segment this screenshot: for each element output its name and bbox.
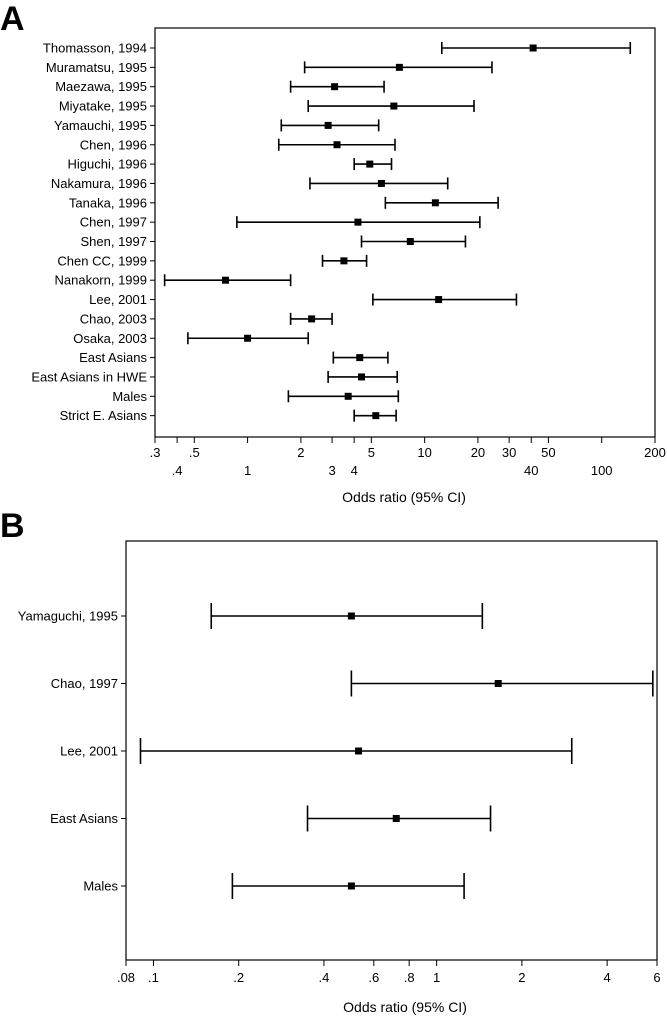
- panel-b-point-estimate: [347, 882, 355, 890]
- panel-b-point-estimate: [392, 815, 400, 822]
- panel-a-study-label: Nanakorn, 1999: [54, 273, 147, 288]
- panel-b-study-label: Males: [83, 879, 118, 894]
- panel-b-study-label: East Asians: [50, 811, 118, 826]
- panel-a-point-estimate: [221, 276, 229, 284]
- panel-a-study-label: Maezawa, 1995: [55, 79, 147, 94]
- panel-a-x-tick-label: 1: [244, 463, 251, 478]
- panel-a-point-estimate: [344, 392, 352, 400]
- panel-a-study-label: Tanaka, 1996: [69, 195, 147, 210]
- panel-a-point-estimate: [390, 102, 398, 110]
- panel-a-x-tick-label: 10: [417, 445, 431, 460]
- panel-a-x-tick-label: 20: [471, 445, 485, 460]
- panel-a-x-axis-title: Odds ratio (95% CI): [342, 489, 466, 505]
- panel-a-point-estimate: [308, 315, 316, 323]
- panel-b-x-tick-label: 4: [604, 970, 611, 985]
- panel-a-study-label: East Asians: [79, 350, 147, 365]
- panel-b-forest-plot: Yamaguchi, 1995 Chao, 1997 Lee, 2001 East A…: [18, 540, 661, 985]
- panel-b-x-tick-label: .08: [117, 970, 135, 985]
- panel-a-study-label: Chao, 2003: [80, 311, 147, 326]
- panel-a-point-estimate: [366, 160, 374, 168]
- panel-a-point-estimate: [372, 412, 380, 420]
- panel-a-point-estimate: [333, 141, 341, 149]
- panel-a-point-estimate: [431, 199, 439, 207]
- panel-b-point-estimate: [494, 680, 502, 687]
- panel-b-x-tick-label: .8: [404, 970, 415, 985]
- panel-a-study-label: Higuchi, 1996: [68, 157, 148, 172]
- panel-a-point-estimate: [358, 373, 366, 381]
- panel-a-point-estimate: [435, 296, 443, 304]
- panel-a-study-label: East Asians in HWE: [31, 369, 147, 384]
- panel-a-point-estimate: [395, 63, 403, 71]
- panel-a-forest-plot: Thomasson, 1994 Muramatsu, 1995 Maezawa, 1…: [31, 27, 666, 478]
- panel-a-study-label: Chen, 1996: [80, 137, 147, 152]
- panel-b-label: B: [0, 507, 25, 545]
- panel-b-point-estimate: [355, 747, 363, 755]
- panel-a-study-label: Lee, 2001: [89, 292, 147, 307]
- panel-a-point-estimate: [244, 334, 252, 342]
- panel-a-x-tick-label: 30: [502, 445, 516, 460]
- panel-a-study-label: Strict E. Asians: [60, 408, 148, 423]
- panel-b-x-tick-label: 2: [518, 970, 525, 985]
- panel-a-study-label: Osaka, 2003: [73, 331, 147, 346]
- panel-a-point-estimate: [324, 121, 332, 129]
- panel-b-x-tick-label: 1: [433, 970, 440, 985]
- panel-b-study-label: Lee, 2001: [60, 744, 118, 759]
- panel-a-x-tick-label: .3: [150, 445, 161, 460]
- panel-a-x-tick-label: 40: [524, 463, 538, 478]
- panel-a-x-tick-label: 2: [297, 445, 304, 460]
- panel-b-study-label: Chao, 1997: [51, 676, 118, 691]
- panel-a-plot-frame: [154, 27, 656, 438]
- panel-b-x-tick-label: .4: [319, 970, 330, 985]
- panel-a-point-estimate: [377, 179, 385, 187]
- panel-a-study-label: Chen, 1997: [80, 215, 147, 230]
- panel-b-x-tick-label: .1: [148, 970, 159, 985]
- panel-b-x-tick-label: .6: [368, 970, 379, 985]
- panel-a-study-label: Shen, 1997: [80, 234, 147, 249]
- panel-b-study-label: Yamaguchi, 1995: [18, 609, 118, 624]
- panel-a-x-tick-label: 5: [368, 445, 375, 460]
- panel-a-study-label: Muramatsu, 1995: [46, 60, 147, 75]
- panel-a-point-estimate: [354, 218, 362, 226]
- panel-a-x-tick-label: .5: [189, 445, 200, 460]
- panel-a-x-tick-label: 100: [591, 463, 613, 478]
- panel-b-x-tick-label: 6: [653, 970, 660, 985]
- panel-a-study-label: Miyatake, 1995: [59, 99, 147, 114]
- panel-a-point-estimate: [406, 238, 414, 245]
- panel-a-x-tick-label: 50: [541, 445, 555, 460]
- panel-a-point-estimate: [331, 83, 339, 91]
- panel-b-point-estimate: [347, 612, 355, 620]
- panel-a-study-label: Males: [112, 389, 147, 404]
- panel-a-study-label: Chen CC, 1999: [57, 253, 147, 268]
- panel-a-study-label: Yamauchi, 1995: [54, 118, 147, 133]
- panel-a-x-tick-label: 200: [644, 445, 666, 460]
- panel-a-x-tick-label: .4: [172, 463, 183, 478]
- panel-a-point-estimate: [340, 257, 348, 265]
- panel-a-point-estimate: [529, 44, 537, 52]
- panel-b-x-axis-title: Odds ratio (95% CI): [343, 999, 467, 1015]
- panel-a-study-label: Thomasson, 1994: [43, 41, 147, 56]
- panel-a-study-label: Nakamura, 1996: [51, 176, 147, 191]
- panel-a-x-tick-label: 3: [328, 463, 335, 478]
- panel-b-x-tick-label: .2: [233, 970, 244, 985]
- panel-a-label: A: [0, 0, 25, 38]
- panel-a-x-tick-label: 4: [351, 463, 358, 478]
- panel-a-point-estimate: [356, 354, 364, 362]
